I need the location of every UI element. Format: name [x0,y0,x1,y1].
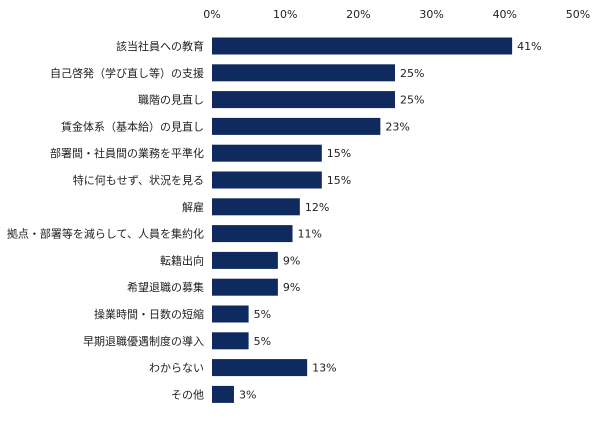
x-tick-label: 50% [566,8,590,21]
category-label: 拠点・部署等を減らして、人員を集約化 [7,227,204,241]
value-labels: 41% 25% 25% 23% 15% 15% 12% 11% 9% 9% 5% 5% 13% 3% [239,40,542,401]
bar [212,305,249,323]
bar [212,171,322,189]
category-label: 解雇 [182,200,204,214]
value-label: 5% [254,308,271,321]
value-label: 3% [239,388,256,401]
bar [212,117,381,135]
bar [212,225,293,243]
value-label: 12% [305,201,329,214]
value-label: 13% [312,362,336,375]
category-label: わからない [149,362,204,375]
bar [212,332,249,350]
x-tick-label: 10% [273,8,297,21]
bar [212,37,513,55]
bar [212,144,322,162]
category-label: 自己啓発（学び直し等）の支援 [50,66,204,80]
value-label: 41% [517,40,541,53]
x-tick-label: 40% [493,8,517,21]
bar [212,91,395,109]
x-tick-label: 30% [419,8,443,21]
value-label: 23% [385,120,409,133]
x-tick-label: 0% [203,8,220,21]
value-label: 5% [254,335,271,348]
value-label: 15% [327,147,351,160]
category-label: 職階の見直し [138,93,204,107]
value-label: 11% [298,228,322,241]
category-label: 該当社員への教育 [116,39,204,53]
value-label: 9% [283,281,300,294]
bar [212,278,278,296]
category-label: 特に何もせず、状況を見る [73,173,204,187]
value-label: 15% [327,174,351,187]
category-label: 希望退職の募集 [127,280,204,294]
category-label: その他 [171,388,204,401]
category-label: 賃金体系（基本給）の見直し [61,119,204,133]
category-label: 転籍出向 [160,253,204,267]
bar [212,64,395,82]
value-label: 9% [283,254,300,267]
category-label: 早期退職優遇制度の導入 [83,334,204,348]
bar [212,198,300,216]
value-label: 25% [400,94,424,107]
bar [212,251,278,269]
value-label: 25% [400,67,424,80]
category-label: 部署間・社員間の業務を平準化 [50,146,204,160]
category-label: 操業時間・日数の短縮 [94,307,204,321]
category-labels: 該当社員への教育自己啓発（学び直し等）の支援職階の見直し賃金体系（基本給）の見直… [7,39,204,401]
bar [212,385,234,403]
x-axis-ticks: 0% 10% 20% 30% 40% 50% [203,8,590,21]
bar-group [212,37,513,403]
x-tick-label: 20% [346,8,370,21]
bar [212,359,308,377]
